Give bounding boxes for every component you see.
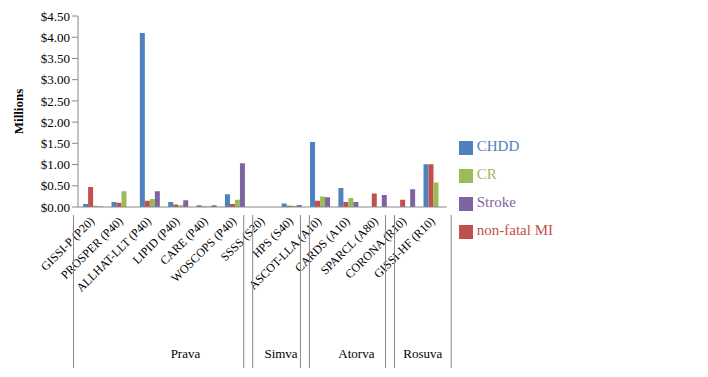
svg-text:$0.00: $0.00 xyxy=(41,200,70,215)
svg-text:GISSI-P (P20): GISSI-P (P20) xyxy=(37,214,98,274)
svg-text:HPS (S40): HPS (S40) xyxy=(249,214,296,261)
svg-text:$0.50: $0.50 xyxy=(41,178,70,193)
svg-text:ASCOT-LLA (A10): ASCOT-LLA (A10) xyxy=(246,214,325,293)
html-text:Stroke: Stroke xyxy=(476,194,516,210)
html-text:CR: CR xyxy=(476,166,497,182)
svg-text:CORONA (R10): CORONA (R10) xyxy=(342,214,410,282)
svg-text:PROSPER (P40): PROSPER (P40) xyxy=(58,214,126,282)
svg-text:CARDS (A10): CARDS (A10) xyxy=(292,214,353,275)
svg-text:$2.50: $2.50 xyxy=(41,94,70,109)
svg-text:SSSS (S20): SSSS (S20) xyxy=(217,214,268,264)
svg-text:Simva: Simva xyxy=(264,346,297,361)
svg-text:$4.00: $4.00 xyxy=(41,30,70,45)
svg-text:$1.50: $1.50 xyxy=(41,136,70,151)
svg-text:WOSCOPS (P40): WOSCOPS (P40) xyxy=(168,214,240,286)
html-text:non-fatal MI: non-fatal MI xyxy=(476,222,553,238)
svg-text:Millions: Millions xyxy=(11,89,26,135)
svg-text:$3.00: $3.00 xyxy=(41,72,70,87)
svg-text:Rosuva: Rosuva xyxy=(403,346,442,361)
svg-text:LIPID (P40): LIPID (P40) xyxy=(129,214,183,267)
svg-text:SPARCL (A80): SPARCL (A80) xyxy=(317,214,381,278)
svg-text:Atorva: Atorva xyxy=(338,346,374,361)
svg-text:$3.50: $3.50 xyxy=(41,51,70,66)
html-text:CHDD: CHDD xyxy=(476,138,520,154)
svg-text:Prava: Prava xyxy=(171,346,201,361)
svg-text:ALLHAT-LLT (P40): ALLHAT-LLT (P40) xyxy=(73,214,154,295)
svg-text:CARE (P40): CARE (P40) xyxy=(157,214,211,268)
svg-text:$4.50: $4.50 xyxy=(41,9,70,24)
svg-text:$1.00: $1.00 xyxy=(41,157,70,172)
svg-text:GISSI-HF (R10): GISSI-HF (R10) xyxy=(371,214,438,281)
svg-text:$2.00: $2.00 xyxy=(41,115,70,130)
